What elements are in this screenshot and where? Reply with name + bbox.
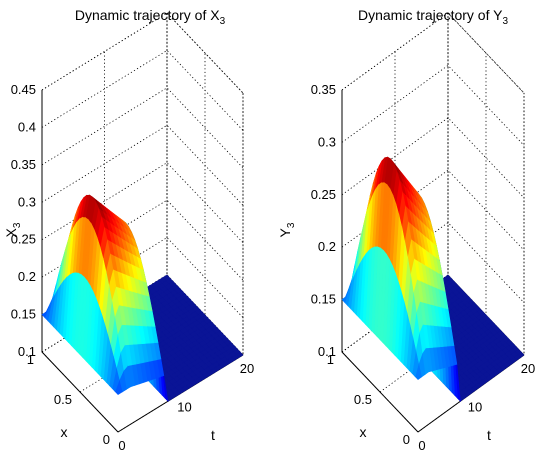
- t-tick-labels-x3: 0 10 20: [118, 361, 254, 450]
- axes-box-x3: [41, 12, 244, 433]
- t-axis-label-x3: t: [211, 427, 215, 443]
- x-axis-label-y3: x: [360, 424, 367, 440]
- z-tick-label: 0.15: [11, 307, 36, 322]
- z-gridline: [41, 237, 244, 318]
- x-tick-labels-y3: 00.51: [327, 352, 410, 447]
- x-tick-label: 0: [403, 432, 410, 447]
- z-tick-labels-y3: 0.1 0.15 0.2 0.25 0.3 0.35: [311, 82, 336, 359]
- chart-title-x3: Dynamic trajectory of X3: [75, 7, 226, 27]
- z-gridline: [41, 87, 244, 169]
- z-gridline: [41, 49, 244, 131]
- t-tick-label: 0: [418, 438, 425, 450]
- z-tick-label: 0.25: [11, 232, 36, 247]
- z-tick-label: 0.3: [318, 134, 336, 149]
- x-tick-label: 0.5: [54, 392, 72, 407]
- t-tick-labels-y3: 0 10 20: [418, 361, 535, 450]
- t-tick-label: 20: [240, 361, 254, 376]
- z-tick-label: 0.25: [311, 187, 336, 202]
- z-gridline: [341, 117, 525, 199]
- surface-x3: [41, 194, 244, 403]
- z-tick-label: 0.2: [18, 269, 36, 284]
- z-tick-label: 0.45: [11, 82, 36, 97]
- surface-facet: [41, 305, 50, 319]
- x-gridline: [117, 93, 244, 433]
- x-tick-label: 0.5: [354, 392, 372, 407]
- z-tick-label: 0.2: [318, 239, 336, 254]
- x-axis-label-x3: x: [61, 424, 68, 440]
- x-tick-label: 0: [103, 432, 110, 447]
- t-gridline: [41, 90, 119, 433]
- t-tick-label: 10: [468, 400, 482, 415]
- x-gridline: [417, 93, 525, 433]
- x-tick-label: 1: [27, 352, 34, 367]
- z-gridline: [41, 124, 244, 206]
- z-gridline: [41, 162, 244, 243]
- z-gridline: [341, 12, 525, 94]
- z-tick-labels-x3: 0.1 0.15 0.2 0.25 0.3 0.35 0.4 0.45: [11, 82, 36, 359]
- z-tick-label: 0.1: [318, 344, 336, 359]
- z-tick-label: 0.35: [11, 157, 36, 172]
- z-tick-label: 0.1: [18, 344, 36, 359]
- z-tick-label: 0.35: [311, 82, 336, 97]
- x-tick-labels-x3: 00.51: [27, 352, 110, 447]
- surface-facet: [341, 289, 349, 304]
- x-tick-label: 1: [327, 352, 334, 367]
- t-tick-label: 0: [118, 438, 125, 450]
- t-axis-label-y3: t: [487, 427, 491, 443]
- chart-x3: 0.10.150.20.250.30.350.40.45 00.51 01020…: [3, 7, 254, 450]
- z-gridline: [41, 199, 244, 281]
- t-gridline: [341, 90, 419, 433]
- t-tick-label: 20: [521, 361, 535, 376]
- z-gridline: [41, 12, 244, 94]
- surface-y3: [341, 156, 525, 403]
- chart-title-y3: Dynamic trajectory of Y3: [358, 7, 508, 27]
- z-axis-label-y3: Y3: [277, 222, 297, 237]
- z-gridline: [341, 64, 525, 146]
- z-axis-label-x3: X3: [3, 222, 23, 237]
- z-tick-label: 0.15: [311, 292, 336, 307]
- t-tick-label: 10: [177, 400, 191, 415]
- z-tick-label: 0.4: [18, 119, 36, 134]
- x-gridline: [79, 53, 206, 393]
- z-tick-label: 0.3: [18, 194, 36, 209]
